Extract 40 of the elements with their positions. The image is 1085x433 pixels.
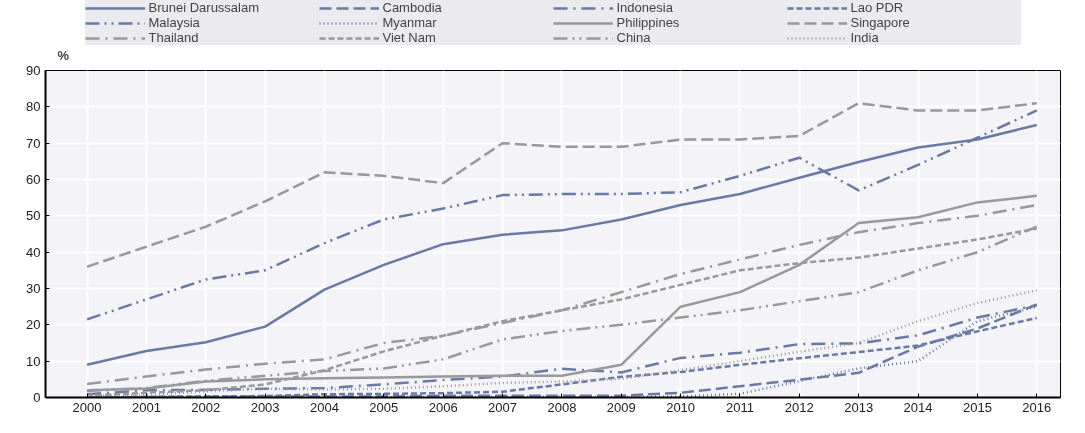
- y-tick-label: 40: [26, 244, 41, 260]
- x-tick-label: 2000: [72, 399, 102, 415]
- x-tick-label: 2006: [428, 399, 458, 415]
- x-tick-label: 2009: [606, 399, 636, 415]
- x-tick-label: 2012: [784, 399, 814, 415]
- x-tick-label: 2003: [250, 399, 280, 415]
- y-tick-label: 80: [26, 99, 41, 115]
- legend-label: Lao PDR: [850, 0, 905, 15]
- legend-label: Thailand: [148, 30, 200, 45]
- y-axis-title: %: [57, 47, 70, 63]
- x-tick-label: 2008: [547, 399, 577, 415]
- legend-label: Indonesia: [616, 0, 674, 15]
- y-tick-label: 10: [26, 353, 41, 369]
- legend-label: India: [850, 30, 880, 45]
- y-tick-label: 70: [26, 135, 41, 151]
- x-tick-label: 2001: [131, 399, 161, 415]
- x-tick-label: 2007: [488, 399, 518, 415]
- legend-label: Myanmar: [382, 15, 438, 30]
- legend-label: Malaysia: [148, 15, 201, 30]
- y-tick-label: 30: [26, 281, 41, 296]
- legend-label: Philippines: [616, 15, 681, 30]
- x-tick-label: 2016: [1022, 399, 1052, 415]
- legend-label: Brunei Darussalam: [148, 0, 261, 15]
- y-tick-label: 50: [26, 208, 41, 224]
- x-tick-label: 2011: [726, 399, 754, 415]
- y-tick-label: 0: [33, 390, 41, 405]
- y-tick-label: 20: [26, 317, 41, 333]
- x-tick-label: 2013: [844, 399, 874, 415]
- legend-label: Singapore: [850, 15, 911, 30]
- y-tick-label: 60: [26, 172, 41, 187]
- legend-label: China: [616, 30, 652, 45]
- x-tick-label: 2015: [962, 399, 992, 415]
- legend-label: Viet Nam: [382, 30, 437, 45]
- x-tick-label: 2005: [369, 399, 399, 415]
- x-tick-label: 2014: [903, 399, 933, 415]
- legend-label: Cambodia: [382, 0, 443, 15]
- x-tick-label: 2004: [310, 399, 339, 415]
- x-tick-label: 2010: [666, 399, 696, 415]
- x-tick-label: 2002: [191, 399, 221, 415]
- y-tick-label: 90: [26, 63, 41, 78]
